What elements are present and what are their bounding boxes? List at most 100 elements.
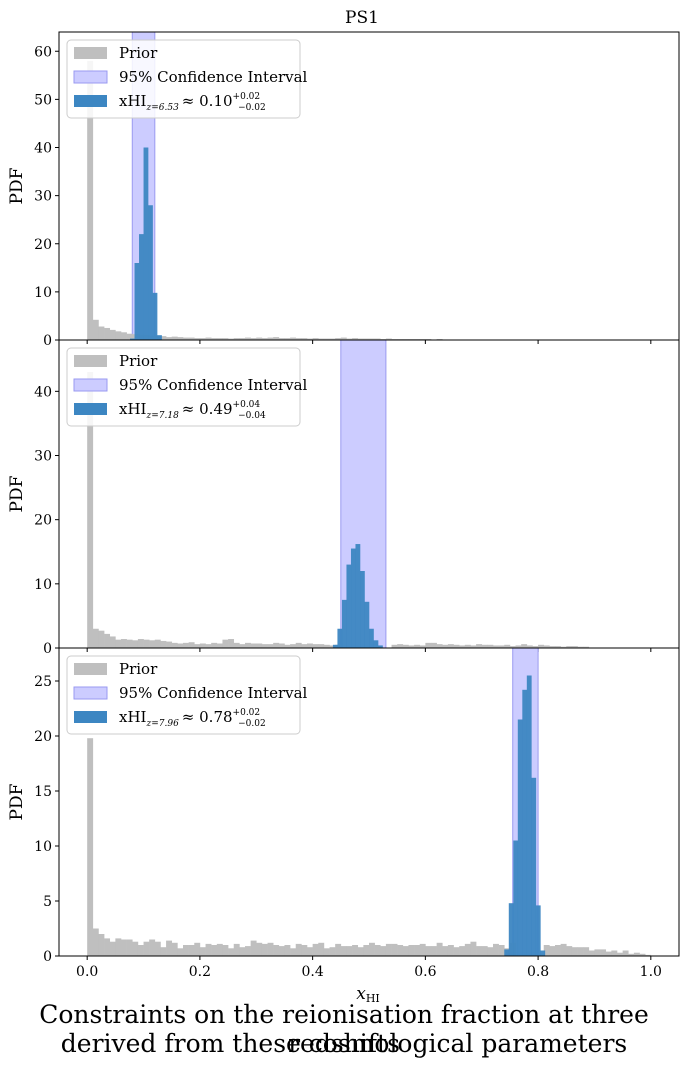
prior-bar — [273, 945, 280, 956]
prior-bar — [402, 946, 409, 956]
posterior-bar — [157, 335, 162, 340]
prior-bar — [233, 642, 240, 648]
prior-bar — [245, 337, 251, 340]
prior-bar — [250, 940, 257, 956]
prior-bar — [183, 642, 189, 648]
prior-bar — [481, 946, 488, 956]
prior-bar — [216, 943, 223, 956]
y-tick-label: 10 — [34, 577, 52, 593]
prior-bar — [385, 943, 392, 956]
posterior-legend-swatch — [74, 95, 107, 107]
prior-bar — [211, 945, 218, 956]
y-tick-label: 30 — [34, 189, 52, 205]
prior-legend-swatch — [74, 355, 107, 367]
prior-bar — [109, 941, 116, 956]
prior-bar — [374, 945, 381, 956]
posterior-legend-label: xHIz=6.53 ≈ 0.10+0.02 −0.02 — [119, 92, 266, 113]
prior-bar — [126, 639, 133, 648]
prior-bar — [369, 942, 375, 956]
y-tick-label: 5 — [43, 894, 52, 910]
posterior-bar — [513, 840, 519, 956]
x-tick-label: 0.6 — [414, 964, 436, 980]
prior-bar — [329, 947, 336, 956]
prior-bar — [335, 943, 342, 956]
prior-bar — [160, 947, 167, 956]
prior-legend-swatch — [74, 663, 107, 675]
prior-bar — [414, 945, 421, 956]
posterior-bar — [378, 645, 383, 648]
axes-frame — [58, 647, 680, 957]
ci-legend-swatch — [73, 70, 108, 84]
posterior-bar — [139, 234, 144, 340]
prior-bar — [340, 946, 347, 956]
prior-bar — [228, 338, 235, 340]
prior-bar — [363, 945, 370, 956]
posterior-legend-plus: +0.02 — [233, 92, 261, 102]
prior-bar — [442, 946, 449, 956]
posterior-legend-redshift: z=6.53 — [145, 103, 179, 113]
prior-bar — [245, 642, 251, 648]
prior-bar — [104, 633, 111, 648]
prior-bar — [199, 643, 206, 648]
posterior-bar — [337, 628, 343, 648]
prior-bar — [509, 646, 516, 648]
prior-bar — [532, 646, 539, 648]
prior-bar — [453, 947, 460, 956]
prior-bar — [295, 642, 302, 648]
prior-bar — [171, 942, 178, 956]
prior-bar — [267, 337, 274, 340]
prior-bar — [617, 952, 623, 956]
prior-bar — [261, 644, 268, 648]
posterior-bar — [526, 675, 532, 956]
prior-bar — [109, 636, 116, 648]
posterior-bar — [341, 599, 347, 648]
prior-bar — [109, 329, 116, 340]
prior-bar — [228, 948, 235, 956]
y-tick-label: 60 — [34, 44, 52, 60]
prior-bar — [577, 646, 584, 648]
prior-bar — [312, 644, 319, 648]
posterior-legend-name: xHI — [119, 400, 147, 418]
prior-bar — [290, 337, 297, 340]
posterior-bar — [346, 564, 352, 648]
prior-bar — [323, 644, 330, 648]
prior-bar — [408, 645, 415, 648]
prior-bar — [464, 644, 471, 648]
posterior-bar — [540, 950, 546, 956]
ci-legend-label: 95% Confidence Interval — [119, 68, 308, 86]
posterior-bar — [522, 689, 528, 956]
posterior-bar — [359, 571, 365, 648]
prior-bar — [222, 338, 229, 340]
prior-bar — [318, 338, 325, 340]
prior-bar — [577, 947, 584, 956]
legend-box — [66, 347, 301, 427]
posterior-bar — [535, 905, 541, 956]
x-tick-label: 0.8 — [527, 964, 549, 980]
prior-bar — [549, 646, 556, 648]
prior-bar — [284, 644, 291, 648]
prior-bar — [549, 946, 556, 956]
prior-bar — [414, 644, 421, 648]
posterior-bar — [143, 147, 149, 340]
posterior-legend-plus: +0.04 — [233, 400, 261, 410]
posterior-legend-value: ≈ 0.49 — [182, 400, 233, 418]
prior-bar — [436, 644, 443, 648]
prior-bar — [166, 337, 173, 340]
y-tick-label: 40 — [34, 141, 52, 157]
prior-bar — [470, 941, 477, 956]
prior-bar — [493, 943, 499, 956]
prior-bar — [419, 943, 426, 956]
prior-bar — [137, 945, 144, 956]
prior-bar — [605, 951, 612, 956]
prior-bar — [442, 644, 449, 648]
prior-bar — [397, 945, 404, 956]
prior-bar — [149, 939, 156, 956]
prior-bar — [267, 644, 274, 648]
prior-bar — [391, 943, 398, 956]
prior-bar — [188, 642, 195, 648]
prior-bar — [560, 943, 567, 956]
y-tick-label: 30 — [34, 449, 52, 465]
panel-middle: 0 10 20 30 40 PDF Prior 95% Confidence Interval… — [7, 339, 680, 657]
prior-bar — [188, 337, 195, 340]
